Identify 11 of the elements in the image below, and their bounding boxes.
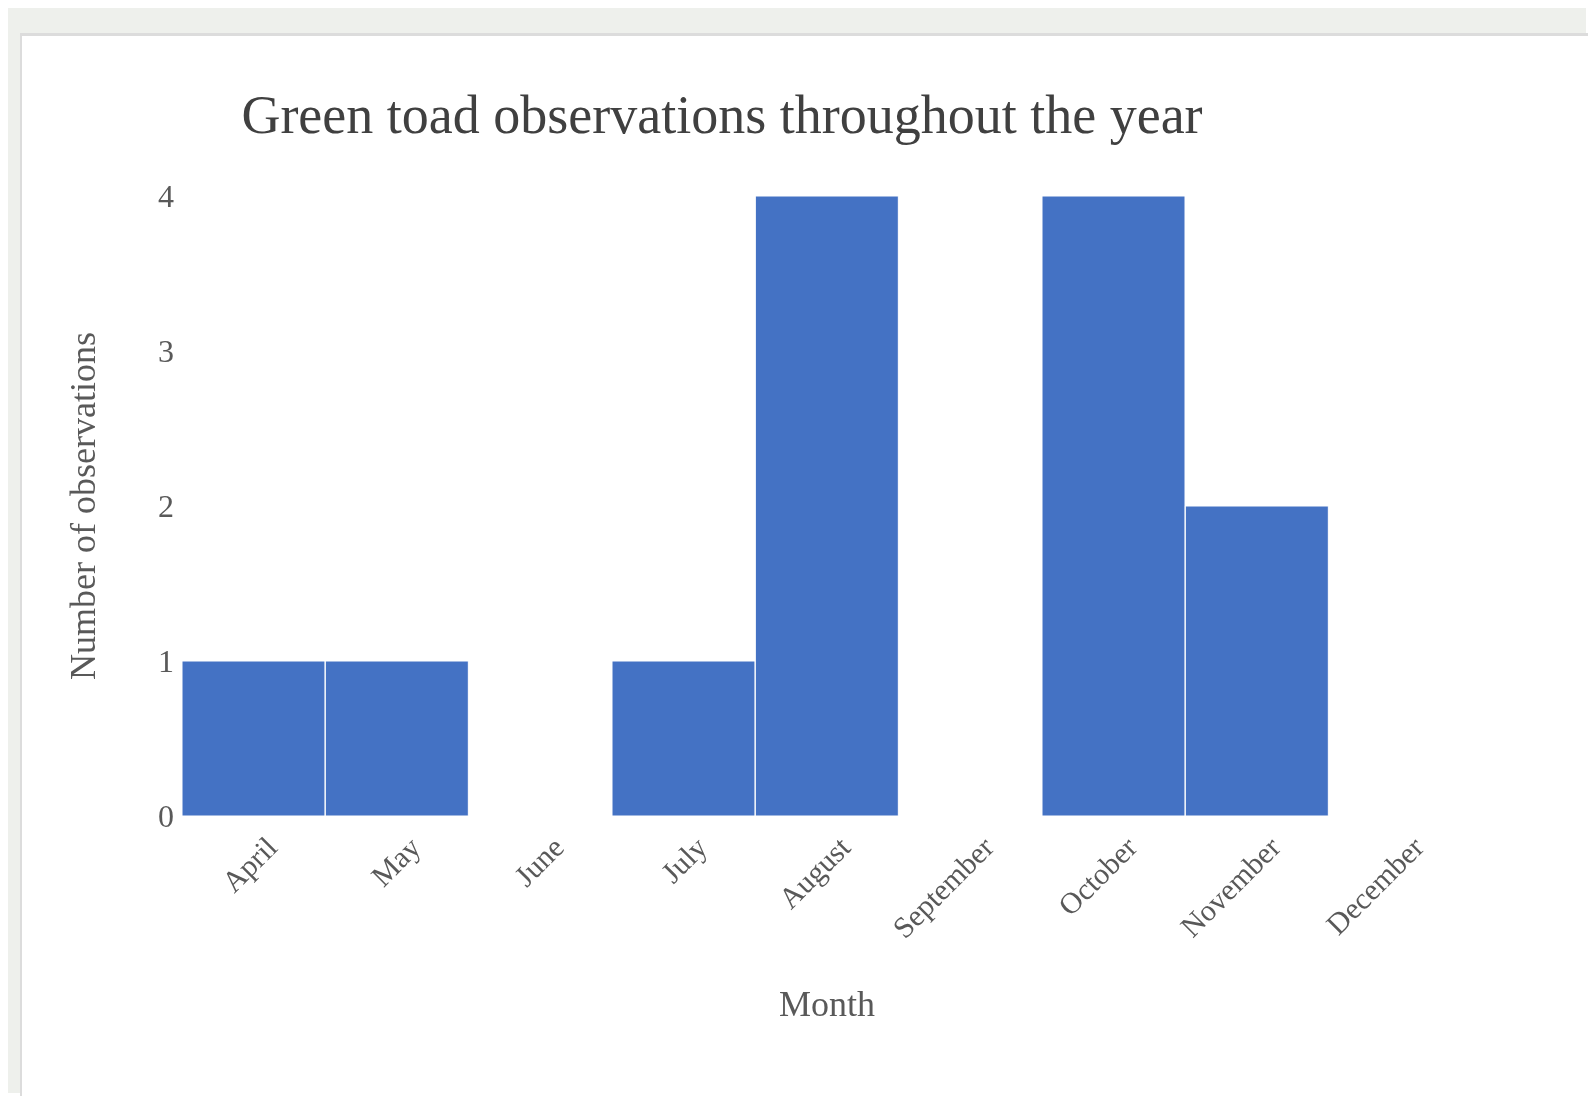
- y-tick-label: 2: [158, 488, 174, 525]
- x-tick-label: June: [507, 830, 570, 893]
- x-tick-label: May: [364, 830, 427, 893]
- y-tick-label: 1: [158, 643, 174, 680]
- x-axis-title: Month: [778, 984, 876, 1024]
- y-tick-label: 0: [158, 798, 174, 835]
- y-tick-label: 4: [158, 178, 174, 215]
- x-tick-label: July: [654, 830, 714, 889]
- chart-title: Green toad observations throughout the year: [240, 84, 1204, 146]
- y-axis-title: Number of observations: [62, 332, 103, 680]
- y-tick-label: 3: [158, 333, 174, 370]
